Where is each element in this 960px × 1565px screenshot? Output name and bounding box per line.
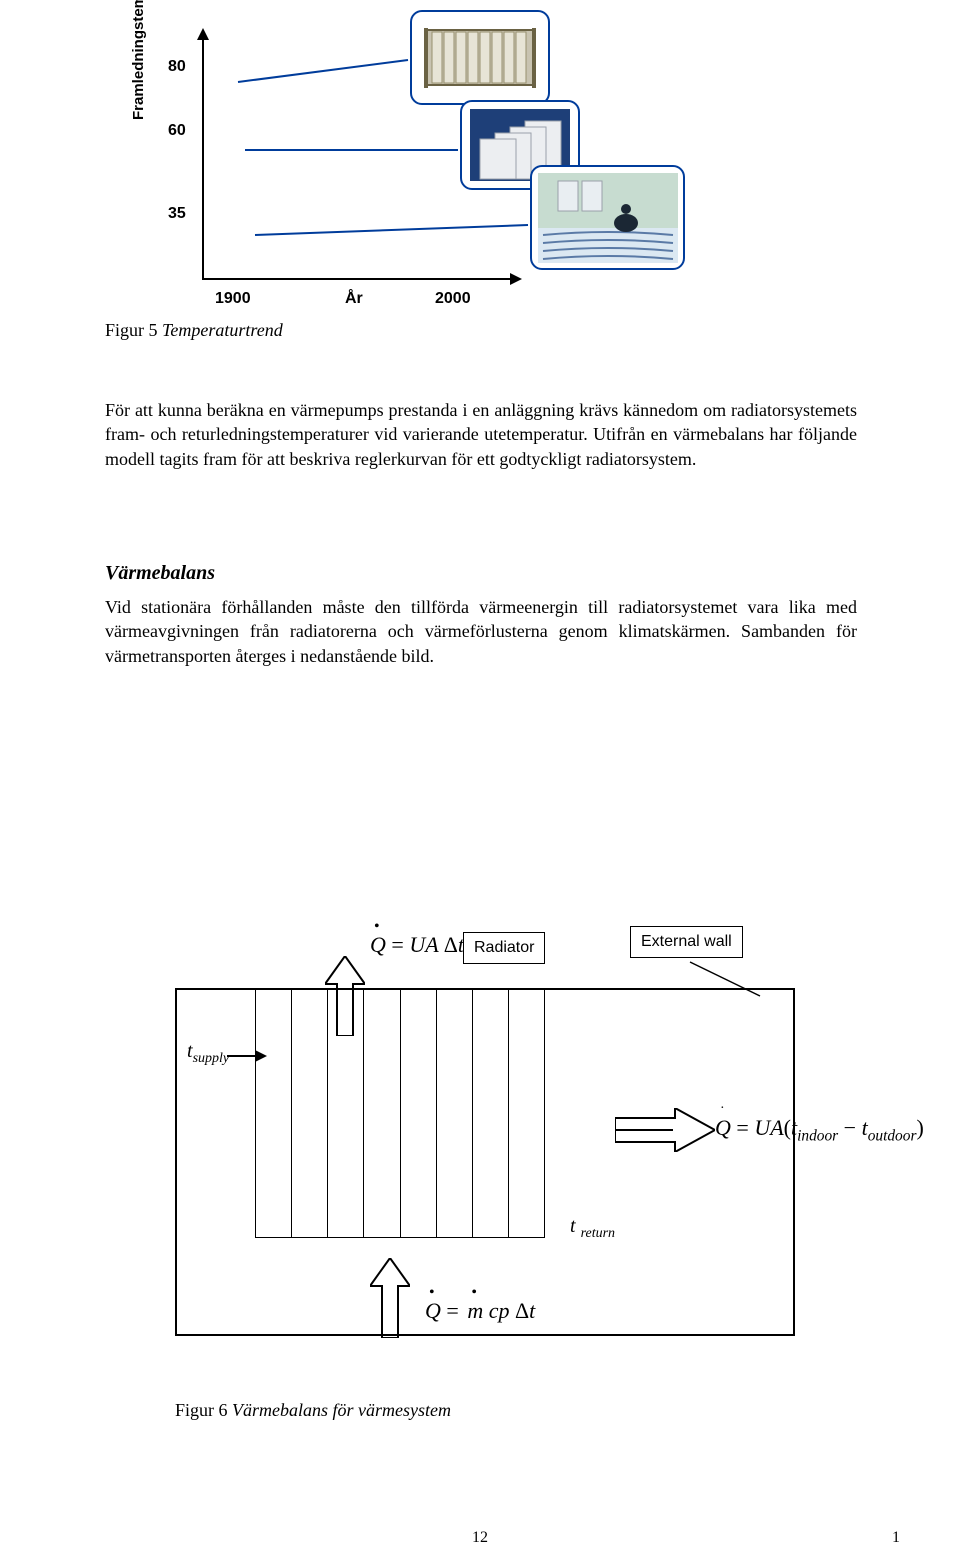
figure-6-caption: Figur 6 Värmebalans för värmesystem [175, 1400, 451, 1421]
fig5-x-axis-label: År [345, 290, 363, 308]
fig6-arrow-right-loss [615, 1108, 715, 1152]
paragraph-2: Vid stationära förhållanden måste den ti… [105, 595, 857, 668]
radiator-sectional-icon [420, 20, 540, 95]
underfloor-heating-icon [538, 173, 678, 263]
paragraph-1: För att kunna beräkna en värmepumps pres… [105, 398, 857, 471]
fig6-t-supply: tsupply [187, 1040, 229, 1067]
fig6-eq-flow: Q = m cp Δt [425, 1298, 535, 1324]
figure-5-temperature-trend: Framledningstemperatur 80 60 35 1900 200… [140, 10, 580, 340]
fig6-arrow-up-flow [370, 1258, 410, 1338]
fig6-t-return: t return [570, 1215, 615, 1242]
figure-5-caption: Figur 5 Temperaturtrend [105, 320, 283, 341]
page-corner-number: 1 [892, 1529, 900, 1547]
fig6-external-wall-box: External wall [630, 926, 743, 958]
page-number: 12 [0, 1529, 960, 1547]
fig6-eq-heatloss: Q · = UA(tindoor − toutdoor) [715, 1115, 924, 1145]
fig6-radiator-panel [255, 988, 545, 1238]
heading-varmebalans: Värmebalans [105, 560, 857, 587]
fig6-supply-arrow [227, 1046, 267, 1066]
fig5-callout-underfloor-heating [530, 165, 685, 270]
fig5-xtick-2000: 2000 [435, 290, 471, 308]
fig5-xtick-1900: 1900 [215, 290, 251, 308]
figure-6-heat-balance: Q = UA Δt Radiator External wall tsupply [175, 940, 795, 1370]
fig5-callout-radiator-old [410, 10, 550, 105]
fig6-radiator-box: Radiator [463, 932, 545, 964]
fig6-eq-radiator: Q = UA Δt [370, 932, 464, 958]
